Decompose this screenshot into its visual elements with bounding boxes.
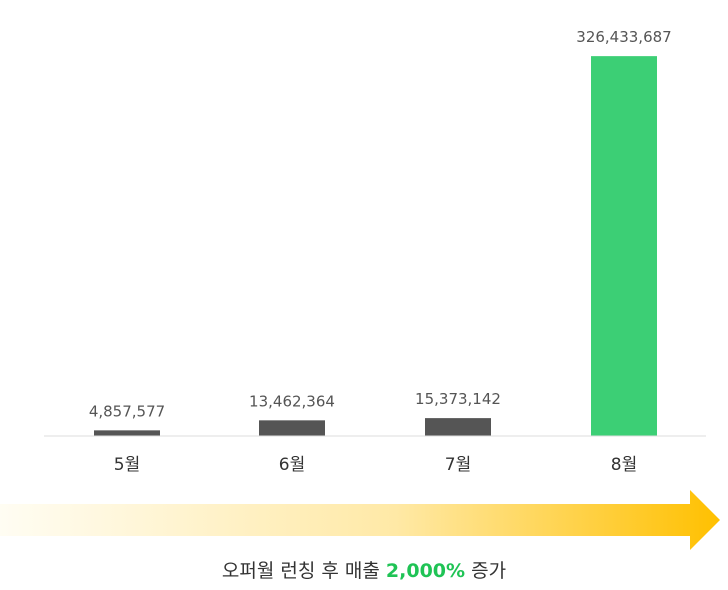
- arrow-shape: [0, 490, 720, 550]
- caption: 오퍼월 런칭 후 매출 2,000% 증가: [0, 556, 728, 583]
- value-label-3: 15,373,142: [415, 390, 501, 408]
- growth-arrow: [0, 488, 728, 552]
- bar-1: [94, 430, 160, 436]
- value-labels-layer: 4,857,577 13,462,364 15,373,142 326,433,687: [89, 28, 672, 420]
- bar-chart: 4,857,577 13,462,364 15,373,142 326,433,687…: [44, 28, 706, 475]
- caption-suffix: 증가: [471, 560, 507, 582]
- value-label-2: 13,462,364: [249, 392, 335, 410]
- value-label-1: 4,857,577: [89, 402, 165, 420]
- category-label-4: 8월: [611, 455, 637, 475]
- bar-4: [591, 56, 657, 436]
- bars-layer: [94, 56, 657, 436]
- category-label-2: 6월: [279, 455, 305, 475]
- value-label-4: 326,433,687: [576, 28, 671, 46]
- caption-highlight: 2,000%: [385, 560, 466, 582]
- bar-3: [425, 418, 491, 436]
- category-labels-layer: 5월 6월 7월 8월: [114, 455, 637, 475]
- category-label-1: 5월: [114, 455, 140, 475]
- category-label-3: 7월: [445, 455, 471, 475]
- bar-2: [259, 420, 325, 436]
- caption-prefix: 오퍼월 런칭 후 매출: [221, 560, 380, 582]
